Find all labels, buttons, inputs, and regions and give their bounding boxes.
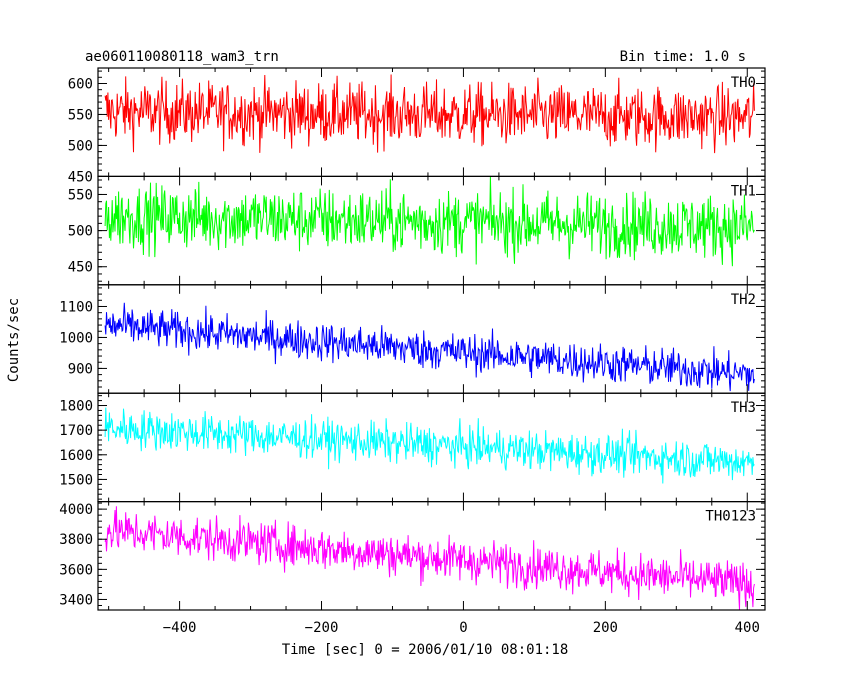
series-line-th3 — [104, 407, 755, 484]
series-line-th0123 — [104, 506, 755, 611]
y-tick-label: 450 — [68, 169, 93, 185]
panel-th3: TH3 1500 1600 1700 1800 — [59, 392, 766, 503]
panel-frame — [97, 284, 766, 394]
panels: TH0 450 500 550 600 TH1 450 500 550 TH2 900 1000 110… — [59, 67, 766, 611]
series-label-th1: TH1 — [731, 183, 756, 199]
y-tick-label: 1100 — [59, 299, 93, 315]
series-label-th0: TH0 — [731, 75, 756, 91]
panel-th1: TH1 450 500 550 — [68, 175, 766, 286]
y-tick-label: 4000 — [59, 502, 93, 518]
series-label-th3: TH3 — [731, 400, 756, 416]
panel-th2: TH2 900 1000 1100 — [59, 284, 766, 394]
y-tick-label: 1000 — [59, 330, 93, 346]
x-tick-label: 400 — [735, 620, 760, 636]
series-label-th2: TH2 — [731, 292, 756, 308]
panel-th0123: TH0123 3400 3600 3800 4000 — [59, 501, 766, 611]
y-tick-label: 3400 — [59, 592, 93, 608]
series-line-th0 — [104, 74, 755, 154]
panel-th0: TH0 450 500 550 600 — [68, 67, 766, 185]
series-line-th1 — [104, 176, 755, 267]
bin-time-label: Bin time: 1.0 s — [620, 49, 746, 65]
y-tick-label: 900 — [68, 361, 93, 377]
series-line-th2 — [104, 302, 755, 392]
y-tick-label: 500 — [68, 224, 93, 240]
y-tick-label: 450 — [68, 260, 93, 276]
x-tick-label: −200 — [305, 620, 339, 636]
y-tick-label: 600 — [68, 76, 93, 92]
y-tick-label: 1600 — [59, 448, 93, 464]
x-tick-label: 0 — [459, 620, 467, 636]
y-axis-label: Counts/sec — [6, 298, 22, 382]
y-tick-label: 1500 — [59, 472, 93, 488]
y-tick-label: 1800 — [59, 399, 93, 415]
x-tick-label: 200 — [593, 620, 618, 636]
y-tick-label: 3600 — [59, 562, 93, 578]
series-label-th0123: TH0123 — [705, 509, 756, 525]
y-tick-label: 500 — [68, 138, 93, 154]
plot-title: ae060110080118_wam3_trn — [85, 49, 279, 65]
y-tick-label: 3800 — [59, 532, 93, 548]
panel-frame — [97, 501, 766, 611]
x-axis-label: Time [sec] 0 = 2006/01/10 08:01:18 — [282, 642, 569, 658]
y-tick-label: 1700 — [59, 423, 93, 439]
x-tick-label: −400 — [163, 620, 197, 636]
x-axis-ticks: −400 −200 0 200 400 — [163, 620, 760, 636]
y-tick-label: 550 — [68, 107, 93, 123]
y-tick-label: 550 — [68, 187, 93, 203]
